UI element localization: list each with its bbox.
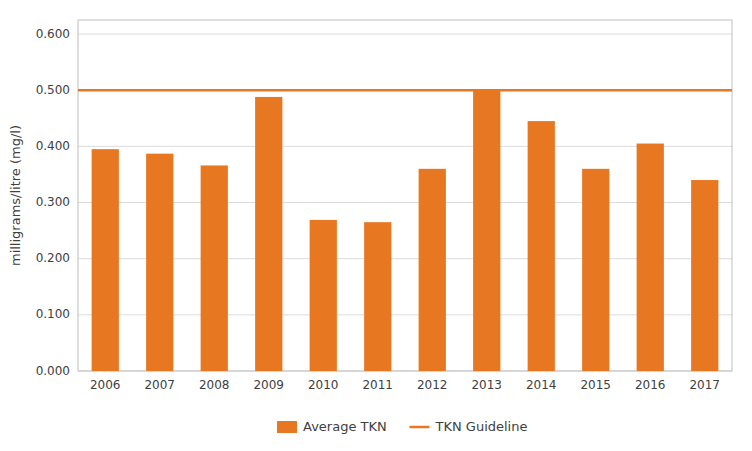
grid-line bbox=[78, 34, 732, 35]
x-tick-label: 2011 bbox=[362, 378, 393, 392]
legend-swatch bbox=[410, 426, 430, 429]
bar bbox=[691, 180, 718, 371]
x-tick-label: 2010 bbox=[308, 378, 339, 392]
grid-line bbox=[78, 314, 732, 315]
y-tick-label: 0.400 bbox=[36, 139, 70, 153]
bar bbox=[419, 169, 446, 371]
bar bbox=[637, 144, 664, 371]
legend: Average TKN TKN Guideline bbox=[277, 419, 527, 434]
chart-container: 0.000 0.100 0.200 0.300 0.400 0.500 0.600 2006 2… bbox=[0, 0, 752, 451]
plot-frame bbox=[78, 20, 732, 371]
legend-label: Average TKN bbox=[303, 419, 387, 434]
bar bbox=[92, 149, 119, 371]
x-tick-label: 2016 bbox=[635, 378, 666, 392]
grid-line bbox=[78, 202, 732, 203]
grid-line bbox=[78, 258, 732, 259]
x-tick-label: 2007 bbox=[144, 378, 175, 392]
x-tick-label: 2006 bbox=[90, 378, 121, 392]
bar bbox=[310, 220, 337, 371]
grid-line bbox=[78, 146, 732, 147]
y-tick-label: 0.100 bbox=[36, 307, 70, 321]
grid bbox=[78, 34, 732, 371]
x-tick-label: 2014 bbox=[526, 378, 557, 392]
x-tick-label: 2015 bbox=[580, 378, 611, 392]
y-axis-label: milligrams/litre (mg/l) bbox=[8, 125, 23, 266]
guideline bbox=[78, 89, 732, 92]
y-tick-label: 0.000 bbox=[36, 364, 70, 378]
bar bbox=[528, 121, 555, 371]
legend-swatch bbox=[277, 421, 297, 433]
x-tick-label: 2017 bbox=[689, 378, 720, 392]
x-tick-label: 2008 bbox=[199, 378, 230, 392]
bar bbox=[473, 90, 500, 371]
legend-label: TKN Guideline bbox=[435, 419, 528, 434]
y-tick-label: 0.300 bbox=[36, 195, 70, 209]
x-tick-label: 2009 bbox=[253, 378, 284, 392]
x-tick-label: 2012 bbox=[417, 378, 448, 392]
bar bbox=[146, 154, 173, 371]
bar bbox=[201, 165, 228, 371]
bar bbox=[364, 222, 391, 371]
y-tick-label: 0.500 bbox=[36, 83, 70, 97]
x-tick-label: 2013 bbox=[471, 378, 502, 392]
plot-area bbox=[78, 90, 732, 371]
y-tick-label: 0.200 bbox=[36, 251, 70, 265]
chart: 0.000 0.100 0.200 0.300 0.400 0.500 0.600 2006 2… bbox=[0, 0, 752, 451]
bar bbox=[255, 97, 282, 371]
y-tick-label: 0.600 bbox=[36, 27, 70, 41]
grid-line bbox=[78, 90, 732, 91]
bar bbox=[582, 169, 609, 371]
